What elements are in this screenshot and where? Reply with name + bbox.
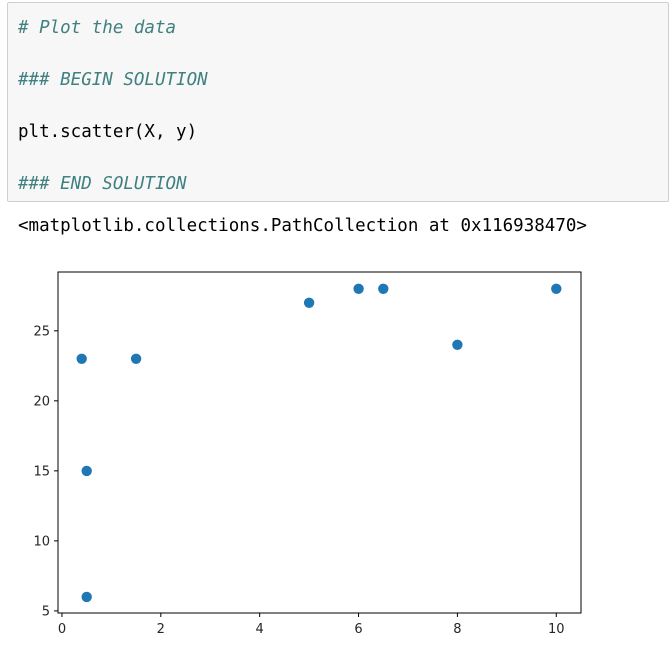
x-tick-label: 2 — [157, 622, 165, 637]
scatter-point — [353, 283, 364, 294]
scatter-point — [76, 353, 87, 364]
y-tick-label: 15 — [33, 464, 50, 479]
x-tick-label: 10 — [548, 622, 565, 637]
code-line-scatter-call[interactable]: plt.scatter(X, y) — [18, 122, 198, 142]
code-line-begin-solution[interactable]: ### BEGIN SOLUTION — [18, 70, 208, 90]
y-tick-label: 20 — [33, 394, 50, 409]
code-line-comment-plot[interactable]: # Plot the data — [18, 18, 177, 38]
output-repr: <matplotlib.collections.PathCollection a… — [18, 216, 587, 236]
plot-frame — [57, 271, 582, 614]
scatter-point — [378, 283, 389, 294]
y-tick-label: 25 — [33, 324, 50, 339]
x-tick-label: 4 — [256, 622, 264, 637]
scatter-point — [551, 283, 562, 294]
scatter-point — [452, 339, 463, 350]
x-tick-label: 0 — [58, 622, 66, 637]
y-axis-ticks: 5 10 15 20 25 — [33, 324, 58, 619]
x-tick-label: 8 — [453, 622, 461, 637]
code-line-end-solution[interactable]: ### END SOLUTION — [18, 174, 187, 194]
scatter-marks — [76, 283, 562, 603]
scatter-point — [303, 297, 315, 308]
scatter-point — [130, 353, 142, 364]
x-tick-label: 6 — [354, 622, 362, 637]
scatter-plot: 0 2 4 6 8 10 5 10 15 20 25 — [33, 271, 582, 637]
scatter-point — [81, 465, 92, 477]
scatter-point — [81, 591, 92, 603]
y-tick-label: 10 — [33, 534, 50, 549]
y-tick-label: 5 — [42, 604, 50, 619]
x-axis-ticks: 0 2 4 6 8 10 — [58, 613, 565, 637]
code-cell[interactable]: # Plot the data ### BEGIN SOLUTION plt.s… — [7, 2, 669, 202]
